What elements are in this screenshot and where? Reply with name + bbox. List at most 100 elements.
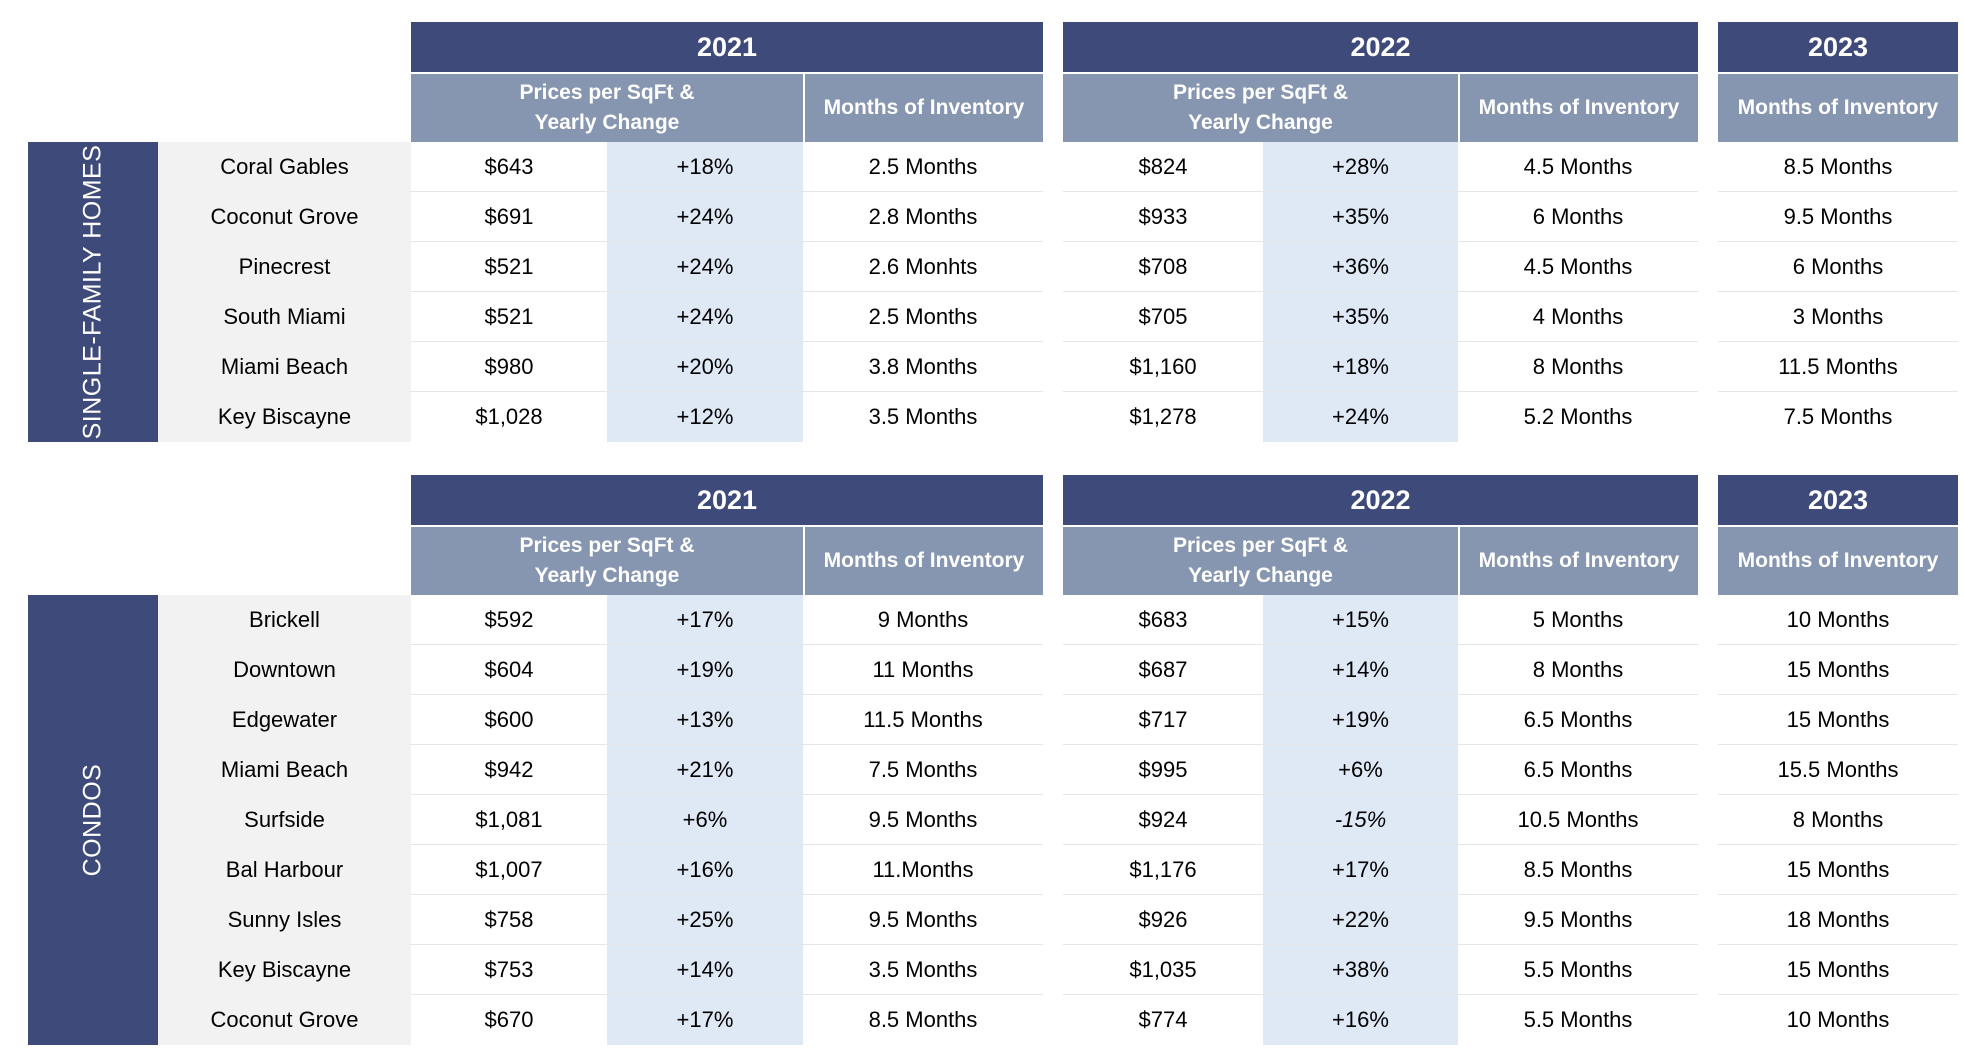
cell-p22: $687 bbox=[1138, 657, 1188, 682]
section-label-text: SINGLE-FAMILY HOMES bbox=[78, 144, 107, 440]
row-separator bbox=[1718, 391, 1958, 392]
row-separator bbox=[411, 644, 1043, 645]
row-separator bbox=[1718, 291, 1958, 292]
neighborhood-name: South Miami bbox=[223, 304, 346, 329]
row-separator bbox=[1063, 894, 1698, 895]
change-column-bg bbox=[1263, 595, 1458, 1045]
cell-m23: 7.5 Months bbox=[1783, 404, 1893, 429]
cell-c22: +38% bbox=[1332, 957, 1389, 982]
row-separator bbox=[1718, 994, 1958, 995]
cell-c21: +25% bbox=[676, 907, 734, 932]
cell-m22: 4.5 Months bbox=[1523, 154, 1633, 179]
name-column-bg bbox=[158, 142, 411, 442]
cell-p21: $1,007 bbox=[475, 857, 543, 882]
cell-p22: $683 bbox=[1138, 607, 1188, 632]
cell-p21: $758 bbox=[484, 907, 534, 932]
section-label: CONDOS bbox=[28, 595, 158, 1045]
cell-c21: +24% bbox=[676, 204, 734, 229]
year-header-2023: 2023 bbox=[1718, 475, 1958, 525]
year-header-2021: 2021 bbox=[411, 475, 1043, 525]
neighborhood-name: Coconut Grove bbox=[210, 1007, 359, 1032]
row-separator bbox=[1718, 744, 1958, 745]
cell-m22: 8.5 Months bbox=[1523, 857, 1633, 882]
inventory-header-2022: Months of Inventory bbox=[1458, 74, 1698, 142]
cell-p22: $708 bbox=[1138, 254, 1188, 279]
cell-p21: $670 bbox=[484, 1007, 534, 1032]
cell-c21: +13% bbox=[676, 707, 734, 732]
row-separator bbox=[411, 944, 1043, 945]
price-header-2022: Prices per SqFt & Yearly Change bbox=[1063, 527, 1458, 595]
row-separator bbox=[1718, 341, 1958, 342]
cell-c22: +36% bbox=[1332, 254, 1389, 279]
year-header-2023: 2023 bbox=[1718, 22, 1958, 72]
cell-m21: 3.8 Months bbox=[868, 354, 978, 379]
cell-c22: -15% bbox=[1334, 807, 1387, 832]
cell-m22: 6 Months bbox=[1532, 204, 1624, 229]
price-header-2021: Prices per SqFt & Yearly Change bbox=[411, 527, 803, 595]
cell-p21: $600 bbox=[484, 707, 534, 732]
cell-m23: 18 Months bbox=[1786, 907, 1890, 932]
cell-m21: 9 Months bbox=[877, 607, 969, 632]
cell-m21: 2.6 Monhts bbox=[868, 254, 978, 279]
inventory-header-2021: Months of Inventory bbox=[803, 74, 1043, 142]
neighborhood-name: Downtown bbox=[233, 657, 336, 682]
row-separator bbox=[411, 391, 1043, 392]
row-separator bbox=[1063, 341, 1698, 342]
cell-c22: +17% bbox=[1332, 857, 1389, 882]
row-separator bbox=[1718, 944, 1958, 945]
cell-c22: +6% bbox=[1338, 757, 1383, 782]
cell-m22: 10.5 Months bbox=[1517, 807, 1639, 832]
cell-c21: +24% bbox=[676, 254, 734, 279]
cell-m23: 15 Months bbox=[1786, 857, 1890, 882]
neighborhood-name: Coconut Grove bbox=[210, 204, 359, 229]
cell-c21: +14% bbox=[676, 957, 734, 982]
neighborhood-name: Sunny Isles bbox=[227, 907, 342, 932]
cell-p22: $1,160 bbox=[1129, 354, 1197, 379]
cell-p22: $824 bbox=[1138, 154, 1188, 179]
row-separator bbox=[1063, 794, 1698, 795]
cell-c22: +16% bbox=[1332, 1007, 1389, 1032]
neighborhood-name: Miami Beach bbox=[220, 757, 349, 782]
row-separator bbox=[411, 744, 1043, 745]
row-separator bbox=[1063, 241, 1698, 242]
year-header-2022: 2022 bbox=[1063, 22, 1698, 72]
cell-c21: +24% bbox=[676, 304, 734, 329]
cell-p22: $717 bbox=[1138, 707, 1188, 732]
inventory-header-2023: Months of Inventory bbox=[1718, 74, 1958, 142]
cell-m23: 3 Months bbox=[1792, 304, 1884, 329]
row-separator bbox=[411, 241, 1043, 242]
neighborhood-name: Edgewater bbox=[231, 707, 338, 732]
cell-c21: +16% bbox=[676, 857, 734, 882]
cell-m21: 9.5 Months bbox=[868, 807, 978, 832]
cell-m21: 3.5 Months bbox=[868, 404, 978, 429]
row-separator bbox=[1063, 391, 1698, 392]
row-separator bbox=[1718, 894, 1958, 895]
price-header-2022: Prices per SqFt & Yearly Change bbox=[1063, 74, 1458, 142]
cell-c22: +35% bbox=[1332, 204, 1389, 229]
name-column-bg bbox=[158, 595, 411, 1045]
cell-m21: 3.5 Months bbox=[868, 957, 978, 982]
cell-m21: 2.5 Months bbox=[868, 304, 978, 329]
cell-m22: 8 Months bbox=[1532, 657, 1624, 682]
cell-c21: +18% bbox=[676, 154, 734, 179]
row-separator bbox=[411, 844, 1043, 845]
row-separator bbox=[1063, 694, 1698, 695]
cell-p21: $753 bbox=[484, 957, 534, 982]
inventory-header-2023: Months of Inventory bbox=[1718, 527, 1958, 595]
cell-m22: 6.5 Months bbox=[1523, 707, 1633, 732]
cell-m23: 8 Months bbox=[1792, 807, 1884, 832]
cell-m22: 4 Months bbox=[1532, 304, 1624, 329]
year-header-2021: 2021 bbox=[411, 22, 1043, 72]
neighborhood-name: Key Biscayne bbox=[217, 404, 352, 429]
cell-p22: $933 bbox=[1138, 204, 1188, 229]
cell-m21: 2.8 Months bbox=[868, 204, 978, 229]
row-separator bbox=[411, 341, 1043, 342]
cell-m23: 8.5 Months bbox=[1783, 154, 1893, 179]
neighborhood-name: Miami Beach bbox=[220, 354, 349, 379]
section-label: SINGLE-FAMILY HOMES bbox=[28, 142, 158, 442]
cell-m22: 5 Months bbox=[1532, 607, 1624, 632]
cell-m23: 15 Months bbox=[1786, 957, 1890, 982]
cell-m22: 5.2 Months bbox=[1523, 404, 1633, 429]
row-separator bbox=[1718, 644, 1958, 645]
cell-m22: 9.5 Months bbox=[1523, 907, 1633, 932]
